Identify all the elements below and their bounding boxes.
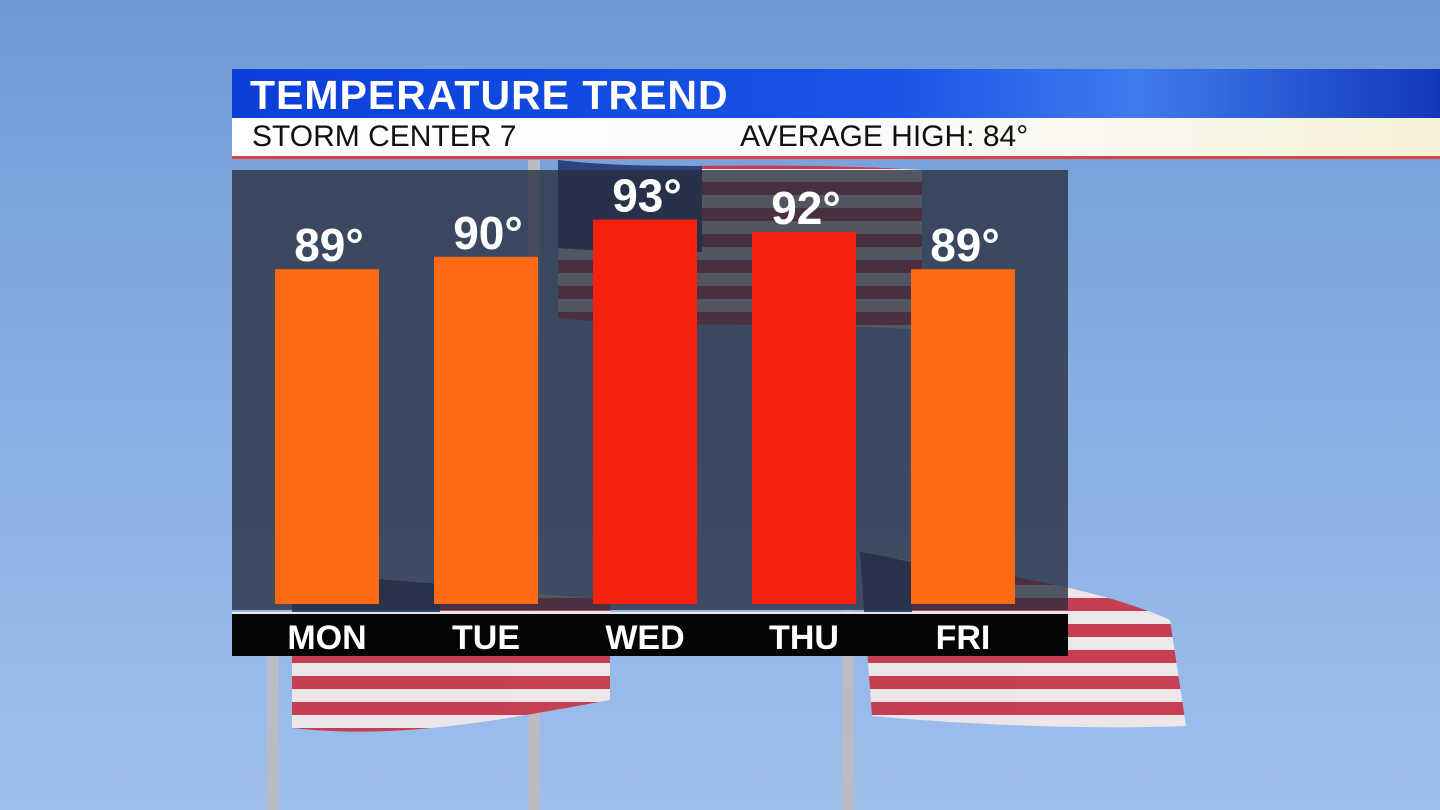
day-label-mon: MON: [287, 619, 366, 657]
bar-tue: [434, 256, 538, 604]
day-label-fri: FRI: [936, 619, 991, 657]
value-label-mon: 89°: [294, 219, 364, 271]
value-label-fri: 89°: [930, 219, 1000, 271]
value-label-thu: 92°: [771, 182, 841, 234]
flag-pole: [267, 620, 279, 810]
bar-mon: [275, 269, 379, 604]
day-label-strip: [232, 612, 1068, 656]
subtitle-bar: STORM CENTER 7 AVERAGE HIGH: 84°: [232, 118, 1440, 159]
day-label-tue: TUE: [452, 619, 520, 657]
flag-pole: [842, 610, 854, 810]
chart-title: TEMPERATURE TREND: [250, 72, 729, 118]
bar-thu: [752, 232, 856, 604]
value-label-tue: 90°: [453, 207, 523, 259]
value-label-wed: 93°: [612, 170, 682, 222]
bar-fri: [911, 269, 1015, 604]
day-label-thu: THU: [769, 619, 839, 657]
day-label-wed: WED: [605, 619, 684, 657]
bar-wed: [593, 219, 697, 604]
station-name: STORM CENTER 7: [252, 120, 517, 153]
title-bar: TEMPERATURE TREND: [232, 69, 1440, 118]
average-high: AVERAGE HIGH: 84°: [740, 120, 1029, 153]
